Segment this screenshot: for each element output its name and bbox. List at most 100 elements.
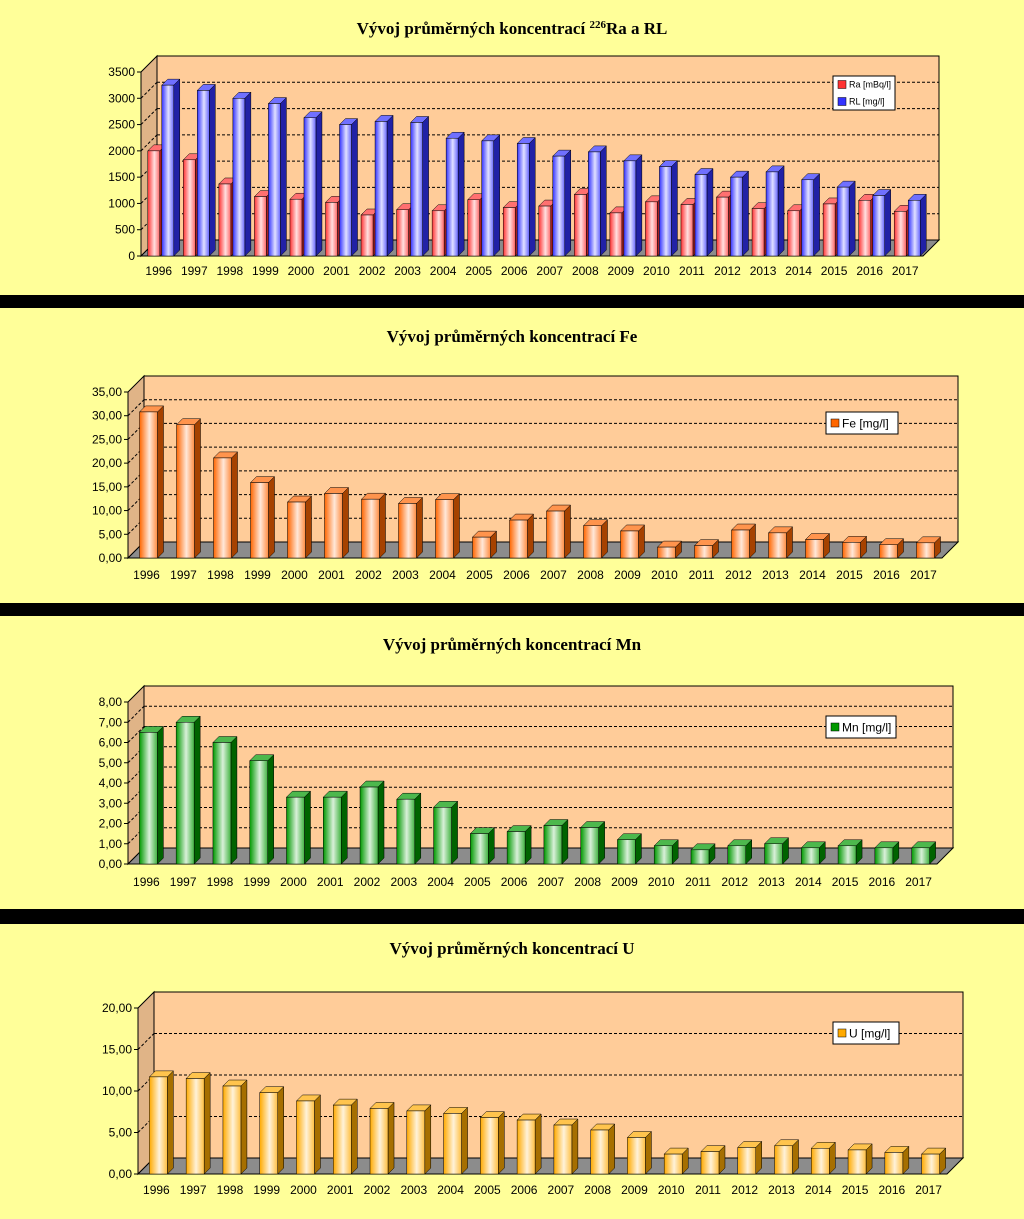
bar-ra-rl-2009 <box>623 154 643 257</box>
gridline <box>127 705 145 723</box>
x-tick-label: 2001 <box>323 264 350 278</box>
x-tick-label: 1999 <box>243 875 270 889</box>
y-tick-label: 15,00 <box>92 480 122 494</box>
bar-u-u-2011 <box>700 1144 726 1175</box>
bar-ra-rl-2011 <box>694 167 714 257</box>
legend-swatch <box>837 80 847 89</box>
bar-fe-fe-2009 <box>619 524 646 559</box>
bar-fe-fe-2005 <box>471 530 498 559</box>
x-tick-label: 2007 <box>536 264 563 278</box>
x-tick-label: 2008 <box>577 568 604 582</box>
x-tick-label: 1997 <box>170 568 197 582</box>
x-tick-label: 2002 <box>359 264 386 278</box>
x-tick-label: 2009 <box>614 568 641 582</box>
y-tick-label: 7,00 <box>99 715 123 729</box>
bar-mn-mn-2000 <box>285 790 312 865</box>
y-tick-label: 30,00 <box>92 409 122 423</box>
chart-title: Vývoj průměrných koncentrací 226Ra a RL <box>357 19 668 38</box>
legend-label: RL [mg/l] <box>849 97 885 107</box>
gridline <box>127 494 145 511</box>
bar-ra-rl-2014 <box>800 173 821 257</box>
x-tick-label: 2011 <box>679 264 705 278</box>
bar-mn-mn-1998 <box>212 735 238 865</box>
y-tick-label: 0,00 <box>99 857 123 871</box>
x-tick-label: 2015 <box>821 264 848 278</box>
bar-u-u-2003 <box>406 1104 432 1175</box>
x-tick-label: 2012 <box>731 1183 758 1197</box>
gridline <box>127 446 145 464</box>
bar-mn-mn-2003 <box>396 792 422 865</box>
y-tick-label: 3500 <box>108 65 135 79</box>
bar-ra-rl-2010 <box>658 160 679 257</box>
gridline <box>127 399 145 417</box>
legend-swatch <box>830 418 840 428</box>
x-tick-label: 2010 <box>643 264 670 278</box>
x-tick-label: 2013 <box>762 568 789 582</box>
y-tick-label: 2000 <box>108 144 135 158</box>
bar-fe-fe-2017 <box>915 536 942 559</box>
bar-u-u-2004 <box>442 1106 469 1175</box>
bar-mn-mn-2004 <box>432 800 459 865</box>
y-tick-label: 4,00 <box>99 776 123 790</box>
bar-mn-mn-2017 <box>911 841 937 865</box>
bar-fe-fe-2003 <box>397 496 424 559</box>
bar-ra-rl-1997 <box>196 83 216 257</box>
x-tick-label: 2007 <box>548 1183 575 1197</box>
bar-mn-mn-2008 <box>580 820 606 865</box>
chart-title: Vývoj průměrných koncentrací U <box>389 939 634 958</box>
bar-fe-fe-2014 <box>804 532 831 559</box>
bar-ra-rl-2005 <box>481 134 501 257</box>
x-tick-label: 2007 <box>540 568 567 582</box>
bar-u-u-2006 <box>516 1113 542 1175</box>
bar-mn-mn-2013 <box>763 837 790 865</box>
x-tick-label: 1999 <box>252 264 279 278</box>
bar-mn-mn-1999 <box>249 754 275 865</box>
y-tick-label: 3000 <box>108 91 135 105</box>
bar-mn-mn-2006 <box>506 824 532 865</box>
bar-mn-mn-2016 <box>874 841 900 865</box>
y-tick-label: 1,00 <box>99 837 123 851</box>
bar-u-u-1997 <box>185 1071 211 1175</box>
x-tick-label: 2000 <box>280 875 307 889</box>
y-tick-label: 8,00 <box>99 695 123 709</box>
gridline <box>127 827 145 845</box>
x-tick-label: 2002 <box>364 1183 391 1197</box>
bar-ra-rl-2003 <box>409 115 430 257</box>
x-tick-label: 1997 <box>170 875 197 889</box>
y-tick-label: 1000 <box>108 196 135 210</box>
gridline <box>137 1033 155 1050</box>
bar-mn-mn-2002 <box>359 780 385 865</box>
bar-fe-fe-2008 <box>582 519 609 559</box>
x-tick-label: 2013 <box>758 875 785 889</box>
x-tick-label: 2001 <box>317 875 344 889</box>
legend-label: U [mg/l] <box>849 1026 890 1040</box>
x-tick-label: 2000 <box>281 568 308 582</box>
bar-fe-fe-1999 <box>249 475 276 559</box>
x-tick-label: 2012 <box>714 264 741 278</box>
x-tick-label: 2000 <box>290 1183 317 1197</box>
x-tick-label: 2013 <box>768 1183 795 1197</box>
chart-legend: Fe [mg/l] <box>825 411 899 435</box>
legend-swatch <box>830 722 840 732</box>
x-tick-label: 2015 <box>842 1183 869 1197</box>
bar-fe-fe-2012 <box>730 523 757 559</box>
y-tick-label: 3,00 <box>99 796 123 810</box>
gridline <box>127 726 145 743</box>
y-tick-label: 10,00 <box>102 1084 132 1098</box>
chart-ra-rl: Vývoj průměrných koncentrací 226Ra a RL 0… <box>108 19 941 278</box>
bar-ra-rl-2008 <box>587 145 607 257</box>
gridline <box>137 1116 155 1133</box>
x-tick-label: 2015 <box>836 568 863 582</box>
x-tick-label: 2014 <box>795 875 822 889</box>
x-tick-label: 2010 <box>648 875 675 889</box>
chart-legend: Mn [mg/l] <box>825 715 897 739</box>
bar-mn-mn-2009 <box>616 833 643 865</box>
x-tick-label: 2003 <box>394 264 421 278</box>
bar-u-u-2005 <box>479 1110 505 1175</box>
y-tick-label: 1500 <box>108 170 135 184</box>
bar-ra-ra-1999 <box>253 189 274 257</box>
x-tick-label: 2002 <box>355 568 382 582</box>
x-tick-label: 1998 <box>217 1183 244 1197</box>
x-tick-label: 2017 <box>910 568 937 582</box>
x-tick-label: 2008 <box>574 875 601 889</box>
